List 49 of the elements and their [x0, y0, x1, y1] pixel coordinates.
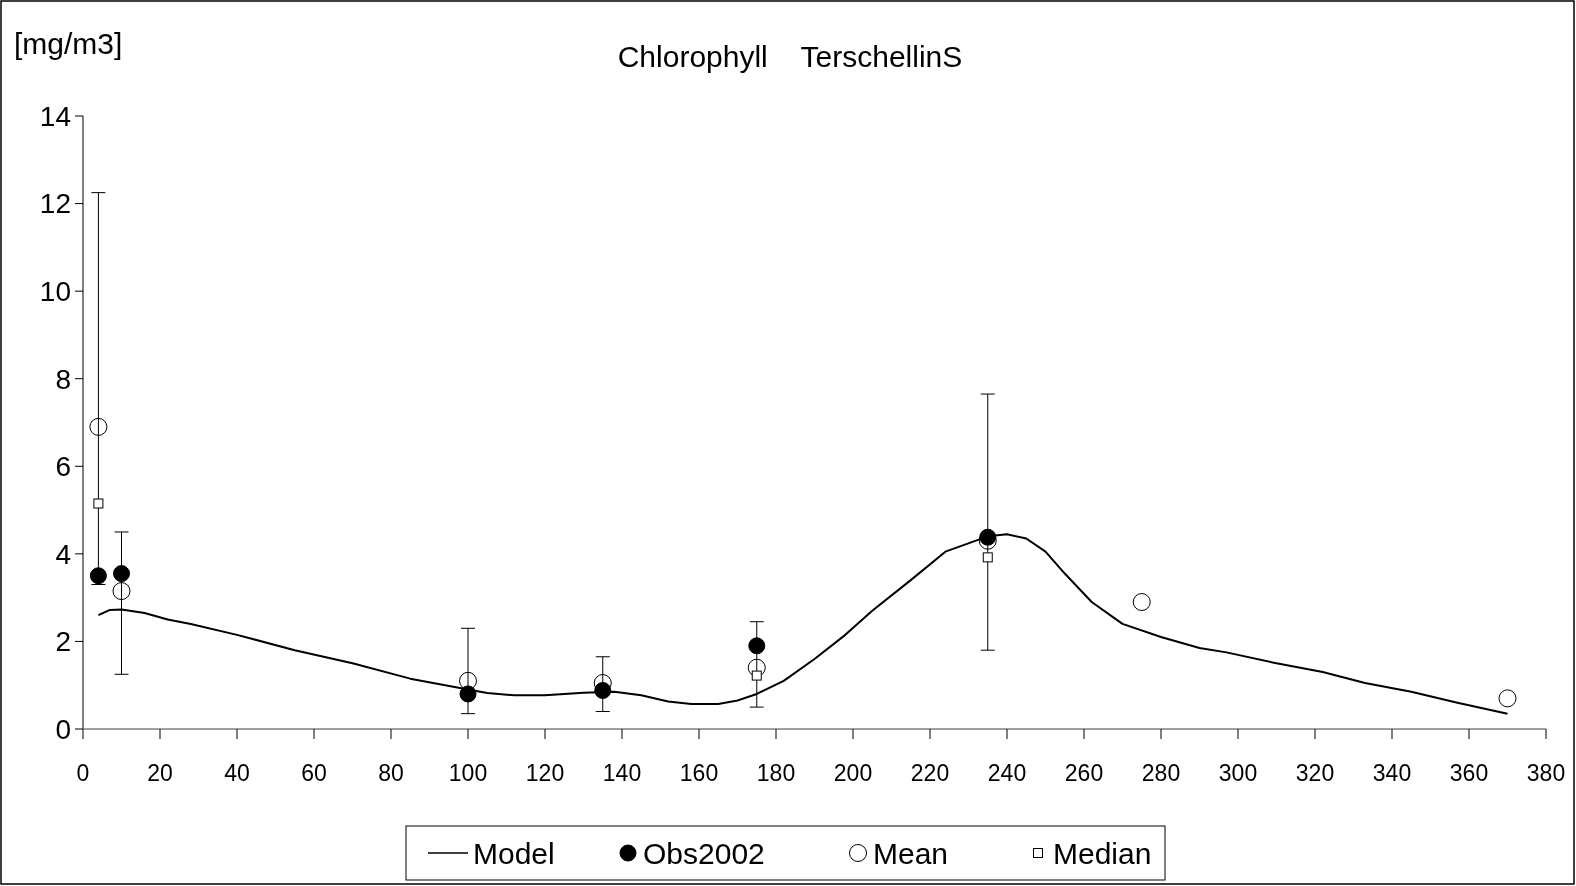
x-tick-label: 280 [1141, 760, 1181, 786]
x-tick-label: 320 [1295, 760, 1335, 786]
y-tick-label: 2 [55, 626, 71, 658]
x-tick-label: 100 [448, 760, 488, 786]
y-tick-label: 14 [39, 100, 71, 132]
x-tick-label: 160 [679, 760, 719, 786]
x-tick-label: 20 [147, 760, 173, 786]
legend-label: Model [473, 836, 555, 870]
x-tick-label: 360 [1449, 760, 1489, 786]
point [89, 417, 108, 436]
point [979, 528, 997, 546]
x-tick-label: 240 [987, 760, 1027, 786]
point [748, 637, 766, 655]
point [1498, 689, 1517, 708]
point [459, 685, 477, 703]
x-tick-label: 60 [301, 760, 327, 786]
y-tick-label: 12 [39, 188, 71, 220]
legend-label: Obs2002 [643, 836, 765, 870]
x-tick-label: 200 [833, 760, 873, 786]
point [594, 681, 612, 699]
point [93, 498, 104, 509]
x-tick-label: 140 [602, 760, 642, 786]
y-tick-label: 8 [55, 363, 71, 395]
x-tick-label: 220 [910, 760, 950, 786]
point [1132, 593, 1151, 612]
x-tick-label: 380 [1526, 760, 1566, 786]
y-tick-label: 0 [55, 713, 71, 745]
y-tick-label: 4 [55, 538, 71, 570]
point [982, 552, 993, 563]
x-tick-label: 80 [378, 760, 404, 786]
x-tick-label: 340 [1372, 760, 1412, 786]
point [112, 582, 131, 601]
y-tick-label: 6 [55, 451, 71, 483]
y-tick-label: 10 [39, 275, 71, 307]
point [751, 670, 762, 681]
legend-label: Median [1053, 836, 1152, 870]
point [459, 671, 477, 690]
point [89, 567, 107, 585]
y-axis-title: [mg/m3] [14, 27, 123, 60]
x-tick-label: 40 [224, 760, 250, 786]
x-tick-label: 260 [1064, 760, 1104, 786]
x-tick-label: 120 [525, 760, 565, 786]
legend-label: Mean [873, 836, 949, 870]
chart-title: Chlorophyll TerschellinS [617, 40, 963, 73]
x-tick-label: 180 [756, 760, 796, 786]
point [113, 565, 130, 583]
point [747, 658, 766, 677]
x-tick-label: 300 [1218, 760, 1258, 786]
x-tick-label: 0 [76, 760, 90, 786]
